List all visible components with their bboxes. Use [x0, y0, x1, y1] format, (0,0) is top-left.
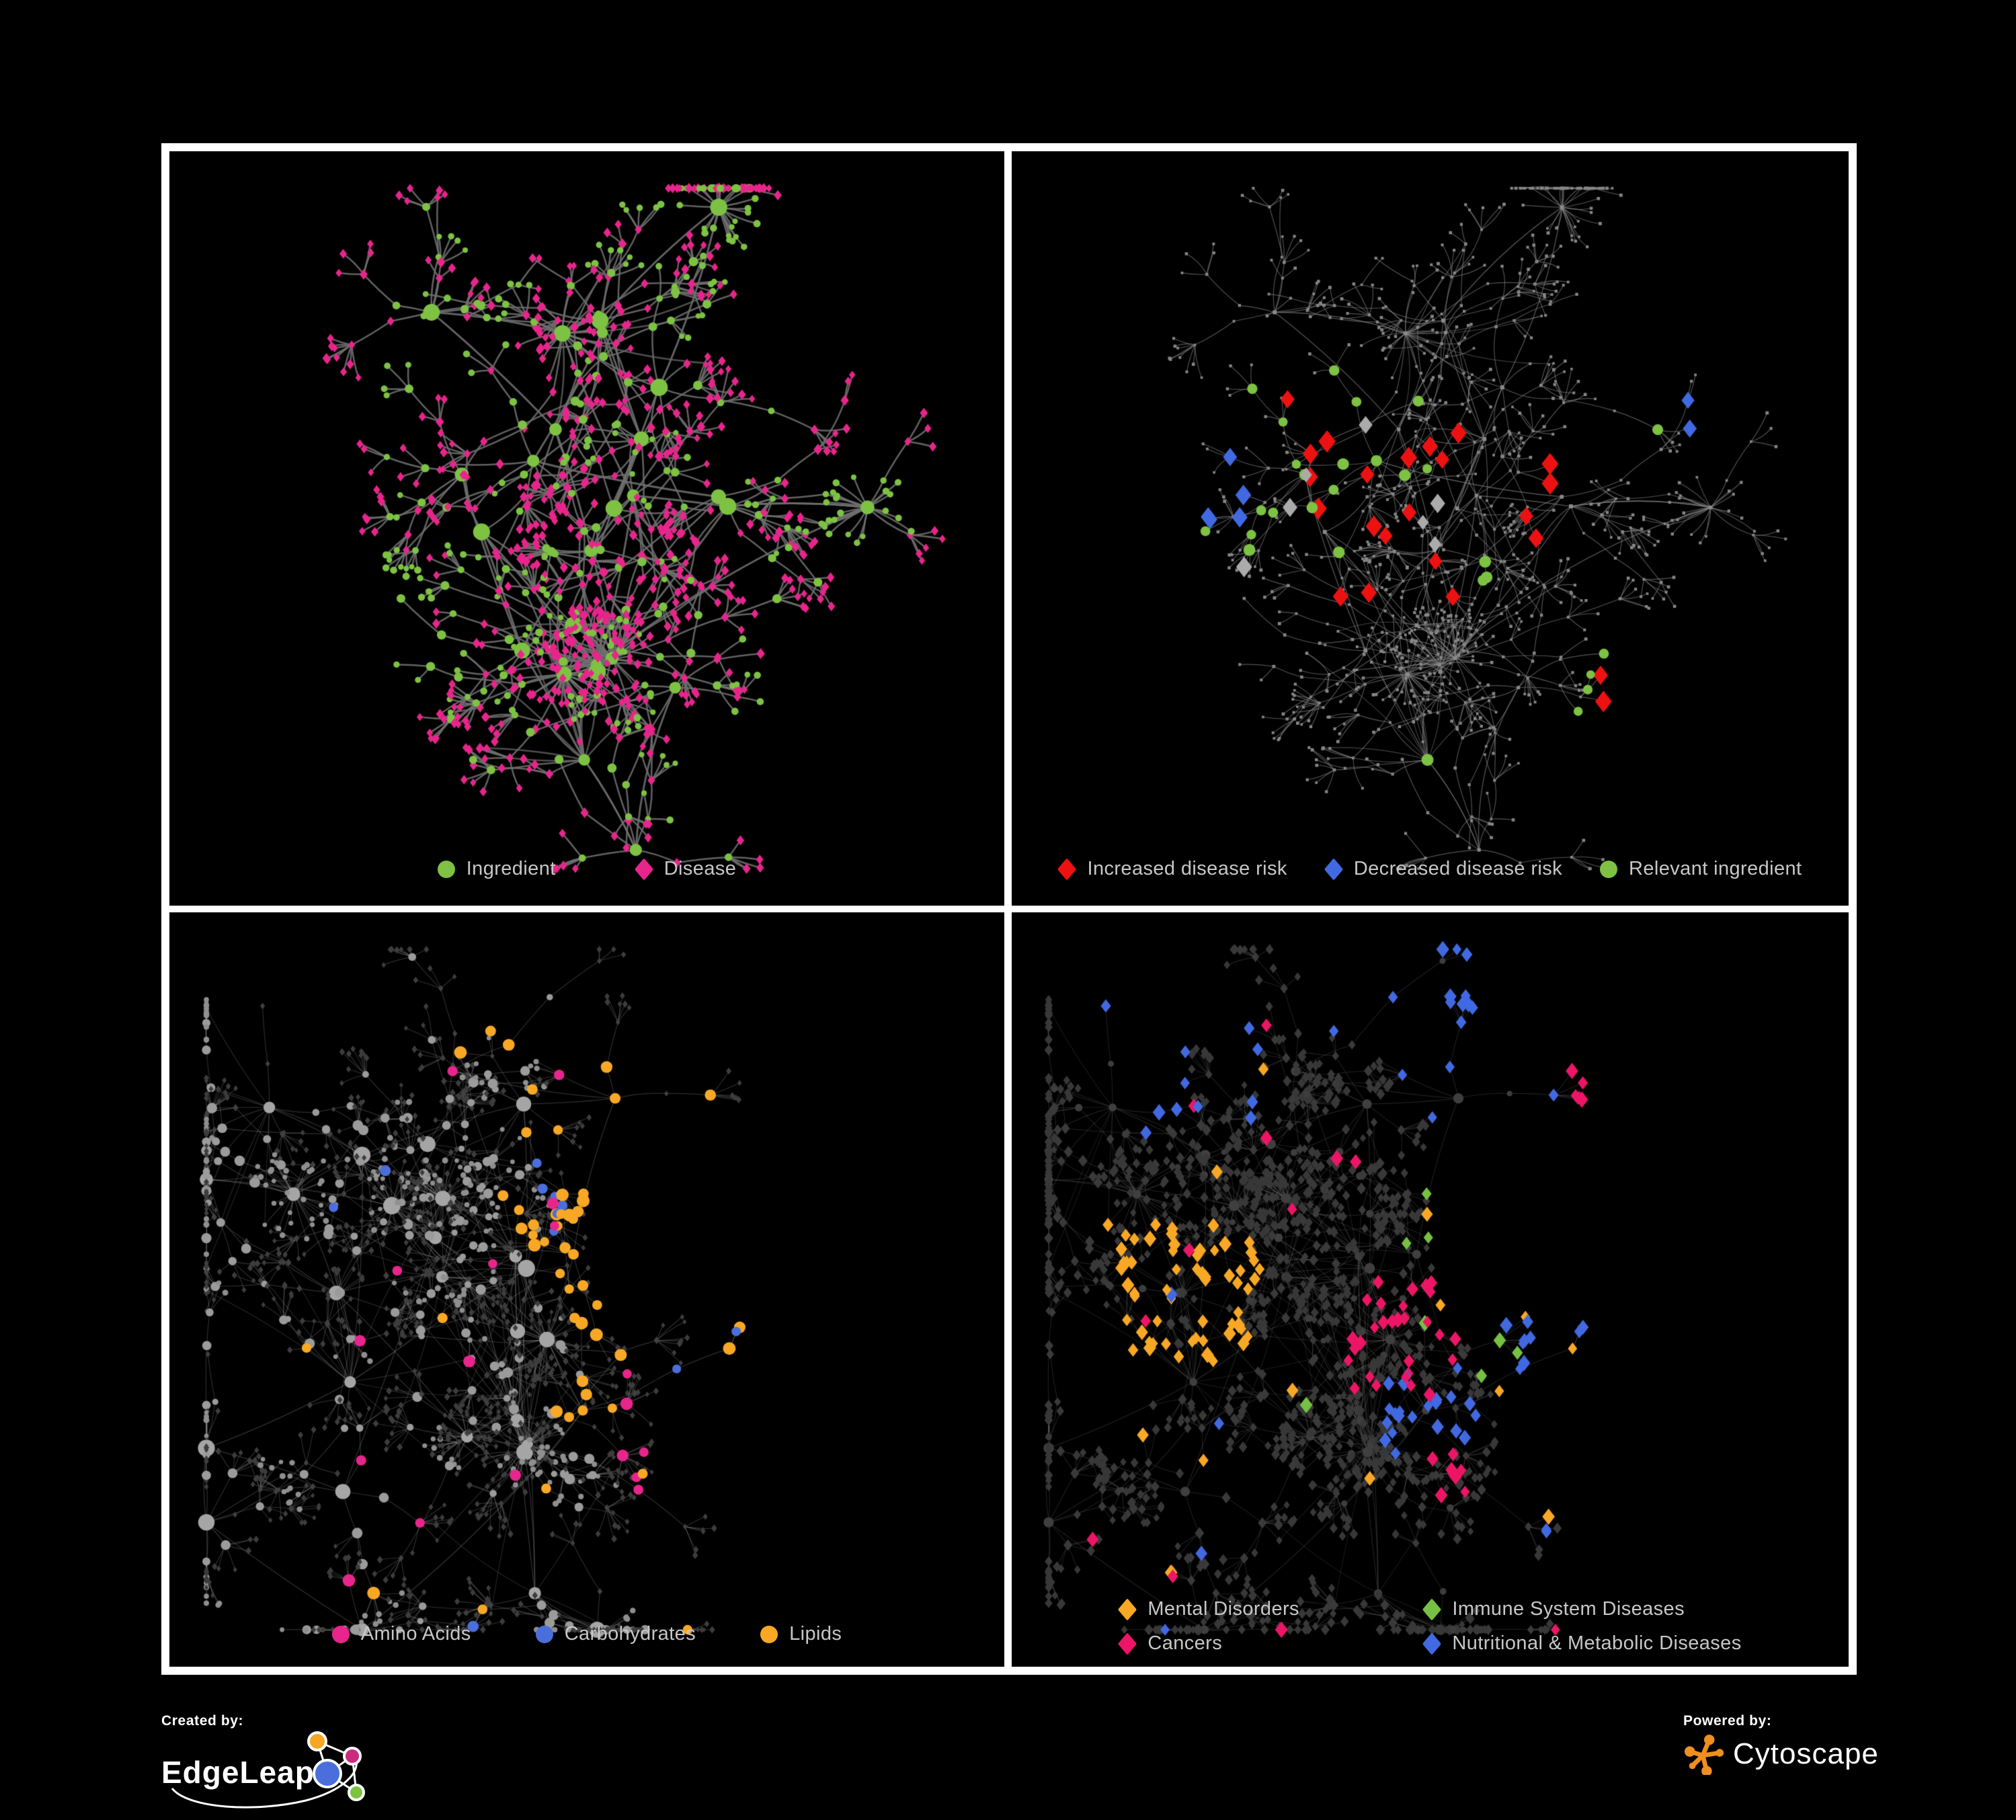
created-by-label: Created by:: [161, 1713, 244, 1729]
legend-nutrient-class: Amino Acids Carbohydrates Lipids: [169, 1623, 1004, 1645]
legend-label: Amino Acids: [360, 1623, 471, 1645]
legend-item-lipids: Lipids: [760, 1623, 842, 1645]
network-canvas-disease-risk: [1012, 151, 1849, 906]
network-canvas-disease-class: [1012, 912, 1849, 1667]
legend-label: Immune System Diseases: [1452, 1598, 1685, 1620]
legend-label: Decreased disease risk: [1353, 858, 1563, 879]
legend-label: Ingredient: [466, 858, 556, 879]
cytoscape-wordmark: Cytoscape: [1733, 1737, 1879, 1770]
diamond-marker-icon: [1057, 857, 1077, 881]
legend-item-decreased-disease-risk: Decreased disease risk: [1324, 857, 1563, 881]
panel-ingredient-disease-network: Ingredient Disease: [169, 151, 1004, 906]
legend-label: Cancers: [1147, 1632, 1223, 1654]
legend-item-ingredient: Ingredient: [437, 858, 556, 880]
legend-label: Relevant ingredient: [1629, 858, 1802, 879]
diamond-marker-icon: [1422, 1632, 1442, 1655]
edgeleap-node-magenta: [343, 1747, 362, 1766]
legend-label: Increased disease risk: [1087, 858, 1287, 879]
edgeleap-node-green: [348, 1784, 365, 1801]
edgeleap-logo: EdgeLeap: [161, 1731, 365, 1809]
circle-marker-icon: [535, 1625, 553, 1643]
circle-marker-icon: [437, 860, 455, 878]
diamond-marker-icon: [1118, 1632, 1137, 1655]
legend-ingredient-disease: Ingredient Disease: [169, 857, 1004, 881]
legend-label: Lipids: [789, 1623, 842, 1645]
panel-disease-class-network: Mental Disorders Immune System Diseases Ca…: [1012, 912, 1849, 1667]
powered-by-block: Powered by: Cytoscape: [1683, 1713, 1879, 1775]
diamond-marker-icon: [634, 857, 653, 881]
legend-label: Mental Disorders: [1147, 1598, 1299, 1620]
panel-nutrient-class-network: Amino Acids Carbohydrates Lipids: [169, 912, 1004, 1667]
legend-item-immune-system-diseases: Immune System Diseases: [1422, 1597, 1741, 1621]
legend-disease-risk: Increased disease risk Decreased disease …: [1012, 857, 1849, 881]
legend-item-relevant-ingredient: Relevant ingredient: [1600, 858, 1802, 880]
edgeleap-wordmark: EdgeLeap: [161, 1755, 315, 1790]
circle-marker-icon: [331, 1625, 350, 1643]
legend-disease-class: Mental Disorders Immune System Diseases Ca…: [1012, 1597, 1849, 1655]
diamond-marker-icon: [1422, 1597, 1442, 1621]
legend-item-mental-disorders: Mental Disorders: [1118, 1597, 1384, 1621]
circle-marker-icon: [1600, 860, 1618, 878]
edgeleap-node-blue: [313, 1759, 342, 1788]
edgeleap-node-orange: [307, 1731, 327, 1751]
legend-item-carbohydrates: Carbohydrates: [535, 1623, 696, 1645]
diamond-marker-icon: [1324, 857, 1343, 881]
legend-label: Nutritional & Metabolic Diseases: [1452, 1632, 1742, 1654]
diamond-marker-icon: [1118, 1597, 1137, 1621]
cytoscape-icon-nodes: [1684, 1734, 1724, 1775]
figure-frame: Ingredient Disease Increased disease risk…: [161, 143, 1857, 1675]
legend-item-cancers: Cancers: [1118, 1632, 1384, 1655]
legend-item-disease: Disease: [634, 857, 737, 881]
powered-by-label: Powered by:: [1683, 1713, 1772, 1729]
panel-disease-risk-network: Increased disease risk Decreased disease …: [1012, 151, 1849, 906]
legend-item-amino-acids: Amino Acids: [331, 1623, 471, 1645]
created-by-block: Created by: EdgeLeap: [161, 1713, 383, 1813]
legend-item-increased-disease-risk: Increased disease risk: [1057, 857, 1287, 881]
legend-label: Carbohydrates: [564, 1623, 696, 1645]
cytoscape-logo-icon: [1684, 1734, 1724, 1775]
network-canvas-ingredient-disease: [169, 151, 1004, 906]
legend-label: Disease: [663, 858, 737, 879]
circle-marker-icon: [760, 1625, 778, 1643]
network-canvas-nutrient-class: [169, 912, 1004, 1667]
legend-item-nutritional-metabolic-diseases: Nutritional & Metabolic Diseases: [1422, 1632, 1742, 1655]
